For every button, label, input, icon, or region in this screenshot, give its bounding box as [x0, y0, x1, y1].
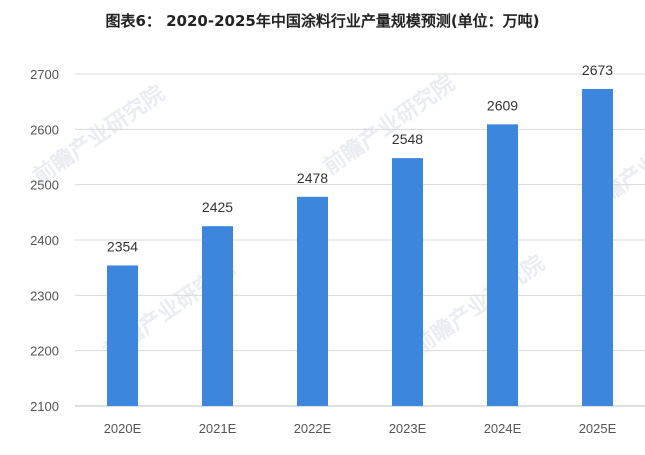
- y-tick-label: 2500: [30, 178, 59, 193]
- bar: [582, 88, 613, 406]
- bar: [202, 226, 233, 406]
- x-axis-tick-labels: 2020E 2021E 2022E 2023E 2024E 2025E: [104, 421, 617, 436]
- watermark-text: 前瞻产业研究院: [319, 70, 460, 180]
- bars: [107, 88, 613, 406]
- x-tick-label: 2020E: [104, 421, 142, 436]
- x-tick-label: 2021E: [199, 421, 237, 436]
- data-label: 2354: [107, 238, 138, 254]
- data-label: 2478: [297, 170, 328, 186]
- y-tick-label: 2200: [30, 344, 59, 359]
- bar: [107, 265, 138, 406]
- bar: [392, 158, 423, 406]
- y-tick-label: 2700: [30, 67, 59, 82]
- data-label: 2673: [582, 62, 613, 78]
- x-tick-label: 2022E: [294, 421, 332, 436]
- x-tick-label: 2024E: [484, 421, 522, 436]
- chart-title: 图表6： 2020-2025年中国涂料行业产量规模预测(单位：万吨): [105, 12, 540, 30]
- y-tick-label: 2400: [30, 233, 59, 248]
- gridlines: [75, 73, 645, 407]
- x-tick-label: 2025E: [579, 421, 617, 436]
- y-tick-label: 2600: [30, 122, 59, 137]
- y-tick-label: 2300: [30, 288, 59, 303]
- data-label: 2609: [487, 97, 518, 113]
- y-axis-tick-labels: 2100 2200 2300 2400 2500 2600 2700: [30, 67, 59, 414]
- y-tick-label: 2100: [30, 399, 59, 414]
- data-labels: 2354 2425 2478 2548 2609 2673: [107, 62, 613, 255]
- x-tick-label: 2023E: [389, 421, 427, 436]
- bar: [297, 196, 328, 406]
- bar: [487, 124, 518, 406]
- data-label: 2425: [202, 199, 233, 215]
- data-label: 2548: [392, 131, 423, 147]
- watermark-text: 前瞻产业研究院: [409, 250, 550, 360]
